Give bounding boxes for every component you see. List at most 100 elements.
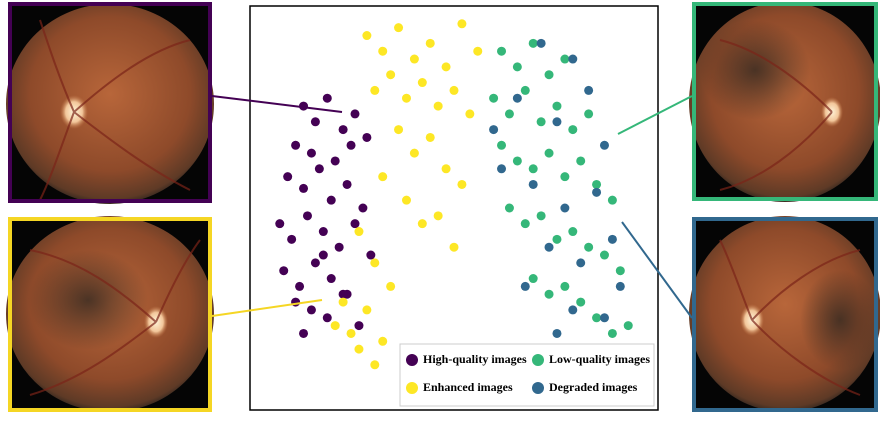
point bbox=[338, 289, 348, 299]
connector bbox=[211, 95, 343, 113]
point bbox=[568, 54, 578, 64]
point bbox=[378, 46, 388, 56]
point bbox=[310, 117, 320, 127]
point bbox=[489, 125, 499, 135]
point bbox=[299, 183, 309, 193]
legend: High-quality images Enhanced images Low-qu… bbox=[399, 343, 655, 407]
point bbox=[378, 336, 388, 346]
point bbox=[552, 234, 562, 244]
point bbox=[358, 203, 368, 213]
point bbox=[302, 211, 312, 221]
point bbox=[287, 234, 297, 244]
point bbox=[520, 219, 530, 229]
point bbox=[560, 281, 570, 291]
legend-swatch bbox=[406, 382, 418, 394]
point bbox=[560, 203, 570, 213]
point bbox=[283, 172, 293, 182]
point bbox=[584, 85, 594, 95]
legend-swatch bbox=[406, 354, 418, 366]
point bbox=[354, 344, 364, 354]
point bbox=[299, 328, 309, 338]
point bbox=[544, 148, 554, 158]
point bbox=[599, 313, 609, 323]
point bbox=[504, 109, 514, 119]
point bbox=[318, 250, 328, 260]
connector bbox=[211, 299, 323, 317]
point bbox=[291, 140, 301, 150]
point bbox=[394, 23, 404, 33]
point bbox=[552, 328, 562, 338]
point bbox=[544, 70, 554, 80]
point bbox=[584, 242, 594, 252]
point bbox=[560, 172, 570, 182]
point bbox=[576, 258, 586, 268]
point bbox=[512, 93, 522, 103]
point bbox=[536, 211, 546, 221]
point bbox=[330, 156, 340, 166]
point bbox=[362, 305, 372, 315]
point bbox=[520, 85, 530, 95]
point bbox=[370, 258, 380, 268]
point bbox=[378, 172, 388, 182]
plot-frame bbox=[249, 5, 659, 411]
point bbox=[544, 242, 554, 252]
point bbox=[536, 117, 546, 127]
connector bbox=[621, 221, 693, 319]
legend-label: Enhanced images bbox=[423, 380, 513, 394]
point bbox=[433, 211, 443, 221]
fundus-image bbox=[689, 2, 880, 202]
point bbox=[528, 38, 538, 48]
point bbox=[520, 281, 530, 291]
point bbox=[401, 195, 411, 205]
point bbox=[386, 70, 396, 80]
point bbox=[592, 187, 602, 197]
point bbox=[386, 281, 396, 291]
point bbox=[370, 85, 380, 95]
point bbox=[449, 242, 459, 252]
fundus-image bbox=[6, 2, 214, 204]
point bbox=[544, 289, 554, 299]
point bbox=[449, 85, 459, 95]
point bbox=[568, 227, 578, 237]
point bbox=[441, 164, 451, 174]
point bbox=[512, 62, 522, 72]
point bbox=[306, 148, 316, 158]
point bbox=[322, 93, 332, 103]
fundus-image bbox=[6, 216, 214, 412]
point bbox=[504, 203, 514, 213]
point bbox=[497, 46, 507, 56]
point bbox=[568, 125, 578, 135]
legend-label: High-quality images bbox=[423, 352, 527, 366]
point bbox=[409, 148, 419, 158]
point bbox=[592, 179, 602, 189]
point bbox=[607, 195, 617, 205]
point bbox=[457, 179, 467, 189]
point bbox=[354, 227, 364, 237]
legend-swatch bbox=[532, 354, 544, 366]
legend-box bbox=[399, 343, 655, 407]
point bbox=[584, 109, 594, 119]
point bbox=[441, 62, 451, 72]
point bbox=[623, 321, 633, 331]
point bbox=[599, 140, 609, 150]
point bbox=[326, 274, 336, 284]
point bbox=[528, 179, 538, 189]
point bbox=[425, 132, 435, 142]
connector bbox=[617, 95, 693, 135]
point bbox=[489, 93, 499, 103]
point bbox=[314, 164, 324, 174]
point bbox=[306, 305, 316, 315]
point bbox=[394, 125, 404, 135]
points bbox=[275, 19, 633, 370]
point bbox=[338, 125, 348, 135]
point bbox=[465, 109, 475, 119]
point bbox=[552, 101, 562, 111]
point bbox=[497, 164, 507, 174]
point bbox=[295, 281, 305, 291]
point bbox=[370, 360, 380, 370]
point bbox=[318, 227, 328, 237]
point bbox=[346, 140, 356, 150]
legend-label: Degraded images bbox=[549, 380, 638, 394]
point bbox=[592, 313, 602, 323]
